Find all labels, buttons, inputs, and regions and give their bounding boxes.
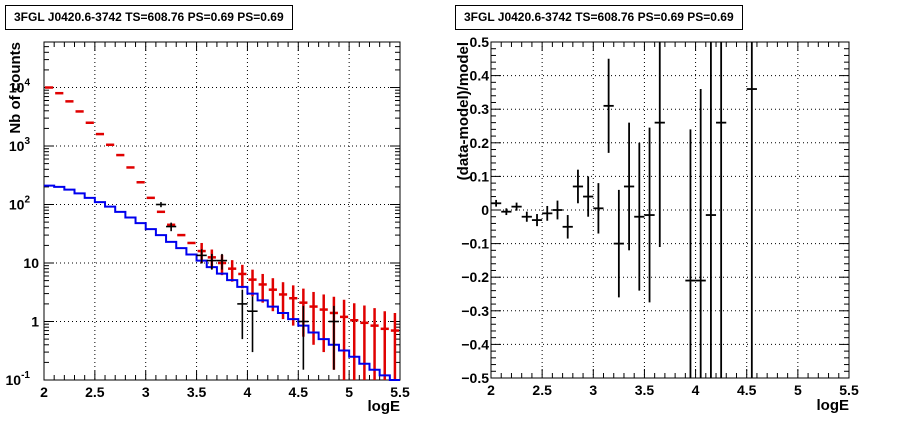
- y-tick-label: 10: [23, 255, 39, 271]
- y-tick-label: 10-1: [6, 370, 31, 388]
- x-tick-label: 5: [794, 382, 802, 398]
- y-tick-label: 0.1: [470, 168, 490, 184]
- x-tick-label: 4.5: [737, 382, 757, 398]
- y-axis-label: (data-model)/model: [455, 42, 472, 180]
- x-tick-label: 4.5: [289, 384, 309, 400]
- x-tick-label: 5: [345, 384, 353, 400]
- residuals-panel: 2 2.5 3 3.5 4 4.5 5 5.5 0.5 0.4 0.3 0.2 0.1 0 −0.1 −0.2…: [449, 0, 898, 421]
- y-tick-label: 102: [9, 195, 31, 213]
- x-tick-label: 3.5: [187, 384, 207, 400]
- y-tick-label: 0.4: [470, 68, 490, 84]
- plot-frame: [43, 41, 401, 381]
- x-tick-label: 5.5: [839, 382, 859, 398]
- x-tick-label: 2: [40, 384, 48, 400]
- x-tick-label: 3: [142, 384, 150, 400]
- y-tick-label: −0.3: [461, 303, 489, 319]
- chart-title: 3FGL J0420.6-3742 TS=608.76 PS=0.69 PS=0…: [455, 5, 743, 30]
- y-tick-label: 1: [31, 314, 39, 330]
- counts-panel: 2 2.5 3 3.5 4 4.5 5 5.5 10-1 1 10 102 103 104 logE Nb o…: [5, 5, 410, 415]
- x-tick-label: 5.5: [390, 384, 410, 400]
- x-tick-label: 2.5: [85, 384, 105, 400]
- y-tick-label: 0.5: [470, 34, 490, 50]
- y-tick-label: 104: [9, 78, 31, 96]
- x-axis-label: logE: [817, 397, 850, 414]
- y-tick-label: −0.2: [461, 269, 489, 285]
- model-source-histogram: [44, 184, 400, 381]
- x-tick-label: 3: [589, 382, 597, 398]
- y-tick-label: −0.1: [461, 236, 489, 252]
- x-tick-label: 2: [487, 382, 495, 398]
- residuals-chart: 2 2.5 3 3.5 4 4.5 5 5.5 0.5 0.4 0.3 0.2 0.1 0 −0.1 −0.2…: [455, 34, 859, 414]
- x-tick-label: 2.5: [532, 382, 552, 398]
- y-axis-label: Nb of counts: [7, 42, 24, 134]
- x-tick-label: 4: [244, 384, 252, 400]
- x-tick-label: 3.5: [635, 382, 655, 398]
- y-tick-label: −0.4: [461, 336, 489, 352]
- y-tick-label: 0.3: [470, 101, 490, 117]
- x-tick-label: 4: [692, 382, 700, 398]
- y-tick-label: 103: [9, 136, 31, 154]
- x-axis-label: logE: [368, 398, 401, 415]
- y-tick-label: 0: [481, 202, 489, 218]
- counts-chart: 2 2.5 3 3.5 4 4.5 5 5.5 10-1 1 10 102 103 104 logE Nb o…: [6, 41, 410, 415]
- chart-title: 3FGL J0420.6-3742 TS=608.76 PS=0.69 PS=0…: [5, 5, 293, 30]
- y-tick-label: 0.2: [470, 135, 490, 151]
- y-tick-label: −0.5: [461, 370, 489, 386]
